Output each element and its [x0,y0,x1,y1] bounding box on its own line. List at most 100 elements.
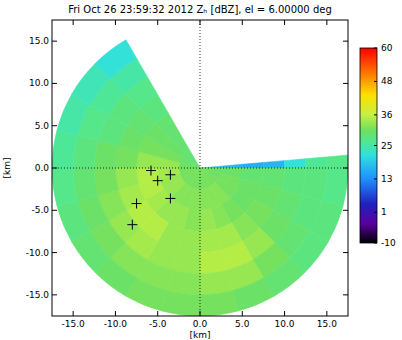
y-tick-label: 5.0 [35,121,50,131]
cell [52,130,77,168]
marker [165,193,175,203]
x-tick [284,20,285,25]
marker [146,166,156,176]
cell [242,162,263,168]
cell [200,168,205,189]
y-tick [52,294,57,295]
x-tick [115,20,116,25]
y-tick [343,252,348,253]
colorbar-tick-label: 60 [381,43,393,53]
cell [57,201,90,242]
colorbar-tick-label: 13 [381,174,392,184]
y-tick [52,168,57,169]
x-label: [km] [189,330,210,340]
cell [200,270,233,295]
y-tick [343,41,348,42]
y-tick-label: 10.0 [29,78,49,88]
colorbar-tick-label: 25 [381,141,392,151]
colorbar-tick-label: 1 [381,207,387,217]
cell [73,168,98,201]
frame [52,20,348,316]
x-tick [242,311,243,316]
cell [200,229,222,252]
cell [52,168,77,206]
cell [302,168,327,201]
y-tick-label: -15.0 [26,290,50,300]
cell [326,155,348,168]
cell [200,188,211,210]
cell [73,135,98,168]
x-tick-label: 0.0 [193,319,208,329]
colorbar-tick [374,145,377,146]
x-tick [242,20,243,25]
x-tick [200,311,201,316]
x-tick-label: -15.0 [61,319,85,329]
colorbar-tick-label: 48 [381,76,393,86]
cell [200,168,211,188]
x-tick [115,311,116,316]
cell [179,168,200,173]
x-tick-label: -5.0 [149,319,167,329]
x-tick [326,311,327,316]
colorbar-tick [374,243,377,244]
chart: -15.0-10.0-5.00.05.010.015.0-15.0-10.0-5… [0,0,402,340]
y-tick [343,210,348,211]
y-tick-label: 0.0 [35,163,50,173]
colorbar-tick [374,178,377,179]
x-tick [200,20,201,25]
cell [167,270,200,295]
marker [132,199,142,209]
colorbar-tick [374,212,377,213]
y-tick [52,210,57,211]
marker [127,220,137,230]
cell [263,161,284,168]
y-tick [343,83,348,84]
x-tick [284,311,285,316]
cell [137,168,160,184]
x-tick-label: 5.0 [235,319,250,329]
x-tick [157,20,158,25]
y-label: [km] [2,157,12,178]
cell [185,150,200,168]
y-tick [343,168,348,169]
y-tick [343,125,348,126]
y-tick-label: 15.0 [29,36,49,46]
plot-area [52,20,348,316]
y-tick [52,252,57,253]
y-tick-label: -5.0 [31,205,49,215]
x-tick-label: -10.0 [104,319,128,329]
colorbar [360,48,377,243]
cell [94,168,118,195]
x-tick [73,311,74,316]
cell [323,168,348,206]
x-tick [157,311,158,316]
x-tick-label: 10.0 [275,319,295,329]
cell [221,164,242,168]
x-tick [73,20,74,25]
x-tick [326,20,327,25]
cell [180,168,200,179]
cell [162,291,200,316]
marker [165,170,175,180]
y-tick [52,125,57,126]
y-tick [52,41,57,42]
cell [233,278,274,311]
cell [305,157,327,168]
cell [115,168,138,190]
crosshair [52,168,348,169]
colorbar-tick [374,81,377,82]
y-tick [52,83,57,84]
cell [284,159,305,168]
cell [158,168,180,179]
marker [153,176,163,186]
y-tick [343,294,348,295]
x-tick-label: 15.0 [317,319,337,329]
colorbar-tick-label: 36 [381,110,393,120]
cell [200,209,216,232]
title: Fri Oct 26 23:59:32 2012 Zₕ [dBZ], el = … [68,4,332,15]
cell [200,250,227,274]
cell [200,291,238,316]
colorbar-tick [374,48,377,49]
colorbar-tick-label: -10 [381,238,396,248]
colorbar-tick [374,114,377,115]
